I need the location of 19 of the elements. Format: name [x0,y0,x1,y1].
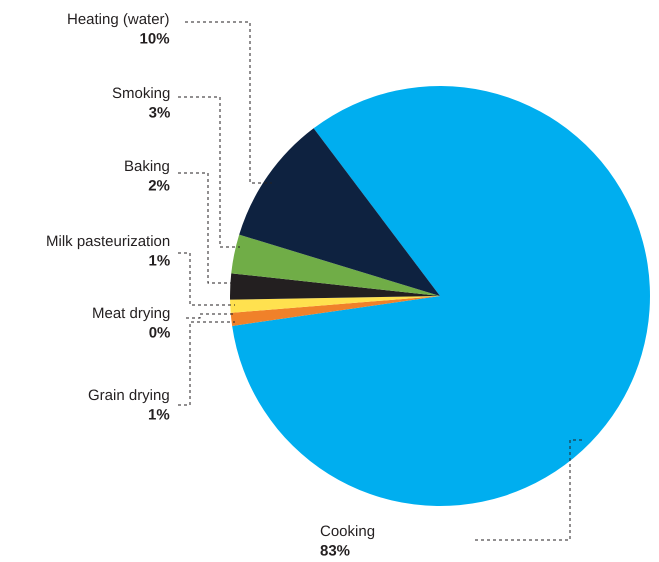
slice-label: Grain drying [88,387,170,404]
data-label: 2% [148,178,170,194]
slice-label: Milk pasteurization [46,233,170,250]
slice-label: Heating (water) [67,11,170,28]
slice-label: Cooking [320,523,376,540]
data-label: 10% [140,30,170,48]
data-label: 1% [148,406,170,424]
pie-slice [231,234,440,296]
pie-slice [232,86,650,506]
data-label: 83% [320,542,350,560]
slice-label: Baking [124,158,170,175]
pie-slice [230,296,440,313]
data-label: 1% [148,252,170,270]
text: 0% [148,324,170,342]
pie-slice [239,128,440,296]
legend-label: Meat drying [92,305,170,322]
slice-label: Smoking [112,85,170,102]
data-label: 3% [148,104,170,122]
pie-slice [230,296,440,326]
